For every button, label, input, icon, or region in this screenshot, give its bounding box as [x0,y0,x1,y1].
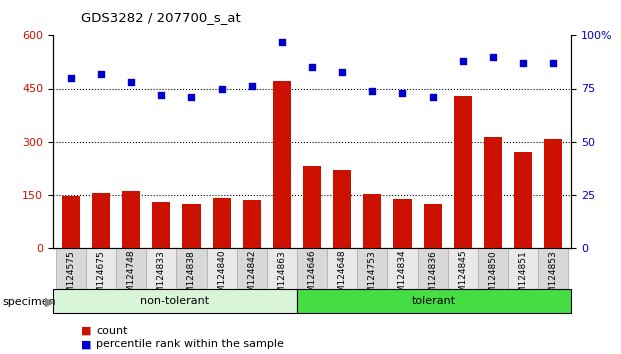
Text: GSM124836: GSM124836 [428,250,437,304]
Text: count: count [96,326,128,336]
Bar [183,204,201,248]
Text: specimen: specimen [2,297,57,307]
Text: GSM124851: GSM124851 [519,250,528,304]
Bar [267,248,297,289]
Bar [207,248,237,289]
Bar [394,199,412,248]
Text: GSM124840: GSM124840 [217,250,226,304]
Bar [212,198,230,248]
Point [458,58,468,64]
Point [337,69,347,74]
Text: GSM124842: GSM124842 [247,250,256,304]
Point [66,75,76,81]
Point [307,64,317,70]
Text: GSM124850: GSM124850 [489,250,497,304]
Text: GSM124845: GSM124845 [458,250,467,304]
Bar [62,196,80,248]
Bar [363,194,381,248]
Text: ■: ■ [81,339,91,349]
Bar [388,248,417,289]
Bar [146,248,176,289]
Point [428,94,438,100]
Bar [448,248,478,289]
Text: non-tolerant: non-tolerant [140,296,209,306]
Text: GSM124648: GSM124648 [338,250,347,304]
Bar [327,248,357,289]
Bar [152,202,170,248]
Text: GSM124753: GSM124753 [368,250,377,304]
Text: GDS3282 / 207700_s_at: GDS3282 / 207700_s_at [81,11,240,24]
Text: ▶: ▶ [45,295,54,308]
Point [277,39,287,45]
Point [217,86,227,91]
Bar [357,248,388,289]
Bar [478,248,508,289]
Point [488,54,498,59]
Text: tolerant: tolerant [412,296,456,306]
Bar [56,248,86,289]
Bar [53,289,297,313]
Bar [538,248,568,289]
Bar [92,193,110,248]
Text: GSM124833: GSM124833 [157,250,166,304]
Text: GSM124748: GSM124748 [127,250,135,304]
Bar [508,248,538,289]
Bar [544,139,562,248]
Text: GSM124834: GSM124834 [398,250,407,304]
Point [126,79,136,85]
Text: GSM124853: GSM124853 [549,250,558,304]
Text: GSM124675: GSM124675 [96,250,106,304]
Point [368,88,378,93]
Text: percentile rank within the sample: percentile rank within the sample [96,339,284,349]
Text: ■: ■ [81,326,91,336]
Point [518,60,528,66]
Point [96,71,106,76]
Point [397,90,407,96]
Bar [333,170,351,248]
Bar [237,248,267,289]
Bar [243,200,261,248]
Point [548,60,558,66]
Text: GSM124838: GSM124838 [187,250,196,304]
Bar [122,191,140,248]
Bar [297,289,571,313]
Point [247,84,256,89]
Bar [116,248,146,289]
Bar [417,248,448,289]
Bar [303,166,321,248]
Text: GSM124863: GSM124863 [278,250,286,304]
Text: GSM124646: GSM124646 [307,250,317,304]
Point [186,94,196,100]
Bar [454,96,472,248]
Bar [297,248,327,289]
Point [156,92,166,98]
Bar [176,248,207,289]
Bar [86,248,116,289]
Bar [514,152,532,248]
Bar [424,204,442,248]
Text: GSM124575: GSM124575 [66,250,75,304]
Bar [273,81,291,248]
Bar [484,137,502,248]
